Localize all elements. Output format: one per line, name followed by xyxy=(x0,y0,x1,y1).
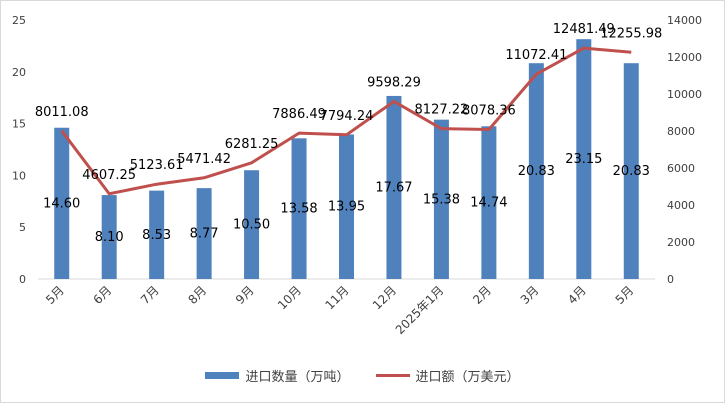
legend-label-value: 进口额（万美元） xyxy=(415,370,520,385)
y-right-tick-label: 6000 xyxy=(667,162,695,175)
legend-label-quantity: 进口数量（万吨） xyxy=(245,370,350,385)
y-left-tick-label: 20 xyxy=(12,66,26,79)
x-category-label: 9月 xyxy=(233,283,257,307)
bar-value-label: 8.10 xyxy=(95,230,124,245)
x-category-label: 4月 xyxy=(565,283,589,307)
line-value-label: 8127.22 xyxy=(415,103,469,118)
bar xyxy=(623,63,639,279)
x-category-label: 11月 xyxy=(322,283,351,312)
legend-swatch-bar xyxy=(205,372,240,379)
y-left-tick-label: 15 xyxy=(12,118,26,131)
y-right-tick-label: 2000 xyxy=(667,236,695,249)
bar-value-label: 13.58 xyxy=(280,202,317,217)
bar xyxy=(149,190,165,279)
bar-value-label: 20.83 xyxy=(613,164,650,179)
x-category-label: 6月 xyxy=(91,283,115,307)
line-value-label: 11072.41 xyxy=(505,48,567,63)
x-category-label: 10月 xyxy=(275,283,304,312)
bar xyxy=(481,126,497,279)
line-value-label: 8078.36 xyxy=(462,104,516,119)
y-right-tick-label: 0 xyxy=(667,273,674,286)
line-value-label: 9598.29 xyxy=(367,75,421,90)
line-value-label: 7794.24 xyxy=(320,109,374,124)
bar xyxy=(339,134,354,279)
legend-item-value: 进口额（万美元） xyxy=(375,366,520,385)
line-value-label: 7886.49 xyxy=(272,107,326,122)
x-category-label: 5月 xyxy=(43,283,67,307)
bar-value-label: 14.60 xyxy=(43,196,80,211)
bar xyxy=(433,119,449,279)
line-value-label: 5123.61 xyxy=(130,158,184,173)
bar-value-label: 15.38 xyxy=(423,192,460,207)
bar xyxy=(576,39,592,279)
bar-value-label: 23.15 xyxy=(565,152,602,167)
bar-value-label: 8.53 xyxy=(142,228,171,243)
y-left-tick-label: 25 xyxy=(12,14,26,27)
x-category-label: 7月 xyxy=(138,283,162,307)
x-category-label: 8月 xyxy=(185,283,209,307)
legend: 进口数量（万吨） 进口额（万美元） xyxy=(0,366,725,385)
y-right-tick-label: 4000 xyxy=(667,199,695,212)
bar-value-label: 8.77 xyxy=(190,227,219,242)
line-value-label: 8011.08 xyxy=(35,105,89,120)
bar xyxy=(386,95,402,279)
bar xyxy=(291,138,307,279)
x-category-label: 5月 xyxy=(613,283,637,307)
bar-value-label: 17.67 xyxy=(375,180,412,195)
legend-swatch-line xyxy=(375,374,410,377)
x-category-label: 12月 xyxy=(370,283,399,312)
y-right-tick-label: 8000 xyxy=(667,125,695,138)
y-left-tick-label: 10 xyxy=(12,169,26,182)
bar xyxy=(244,170,260,279)
bar-value-label: 20.83 xyxy=(518,164,555,179)
line-value-label: 12481.49 xyxy=(553,22,615,37)
y-right-tick-label: 14000 xyxy=(667,14,702,27)
x-category-label: 2月 xyxy=(470,283,494,307)
bar-value-label: 14.74 xyxy=(470,196,507,211)
line-series xyxy=(60,46,632,196)
line-value-label: 12255.98 xyxy=(600,26,662,41)
x-category-label: 2025年1月 xyxy=(393,283,447,337)
bar-value-label: 10.50 xyxy=(233,218,270,233)
line-value-label: 5471.42 xyxy=(177,152,231,167)
y-right-tick-label: 10000 xyxy=(667,88,702,101)
y-left-tick-label: 0 xyxy=(19,273,26,286)
line-value-label: 4607.25 xyxy=(82,168,136,183)
y-left-tick-label: 5 xyxy=(19,221,26,234)
bar-value-label: 13.95 xyxy=(328,200,365,215)
y-right-tick-label: 12000 xyxy=(667,51,702,64)
x-category-label: 3月 xyxy=(518,283,542,307)
bar xyxy=(196,188,212,279)
line-value-label: 6281.25 xyxy=(225,137,279,152)
bar xyxy=(101,195,117,279)
legend-item-quantity: 进口数量（万吨） xyxy=(205,366,350,385)
bar xyxy=(54,127,70,279)
bar xyxy=(528,63,544,279)
